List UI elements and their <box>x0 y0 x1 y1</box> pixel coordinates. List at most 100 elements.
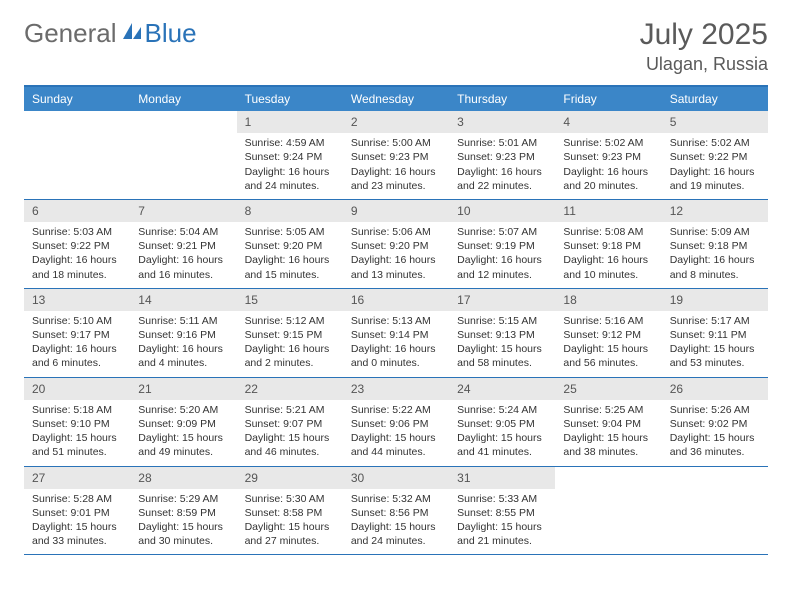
day-number: 30 <box>343 467 449 489</box>
day-content: Sunrise: 5:28 AMSunset: 9:01 PMDaylight:… <box>24 492 130 549</box>
day-number: 26 <box>662 378 768 400</box>
sunset-text: Sunset: 9:21 PM <box>138 239 228 253</box>
day-number-empty <box>24 111 130 133</box>
day-number: 5 <box>662 111 768 133</box>
calendar: SundayMondayTuesdayWednesdayThursdayFrid… <box>24 85 768 555</box>
calendar-day-empty <box>24 111 130 199</box>
sunrise-text: Sunrise: 5:11 AM <box>138 314 228 328</box>
daylight-text: Daylight: 15 hours and 33 minutes. <box>32 520 122 548</box>
sunset-text: Sunset: 8:58 PM <box>245 506 335 520</box>
day-content: Sunrise: 5:04 AMSunset: 9:21 PMDaylight:… <box>130 225 236 282</box>
calendar-day: 24 Sunrise: 5:24 AMSunset: 9:05 PMDayligh… <box>449 378 555 466</box>
day-content: Sunrise: 5:26 AMSunset: 9:02 PMDaylight:… <box>662 403 768 460</box>
daylight-text: Daylight: 16 hours and 2 minutes. <box>245 342 335 370</box>
daylight-text: Daylight: 16 hours and 23 minutes. <box>351 165 441 193</box>
logo-text-blue: Blue <box>145 18 197 49</box>
day-content: Sunrise: 5:33 AMSunset: 8:55 PMDaylight:… <box>449 492 555 549</box>
sunset-text: Sunset: 9:01 PM <box>32 506 122 520</box>
calendar-day: 27 Sunrise: 5:28 AMSunset: 9:01 PMDayligh… <box>24 467 130 555</box>
daylight-text: Daylight: 15 hours and 51 minutes. <box>32 431 122 459</box>
day-content: Sunrise: 5:06 AMSunset: 9:20 PMDaylight:… <box>343 225 449 282</box>
daylight-text: Daylight: 15 hours and 46 minutes. <box>245 431 335 459</box>
sunset-text: Sunset: 9:04 PM <box>563 417 653 431</box>
weekday-header: Tuesday <box>237 87 343 111</box>
calendar-day: 9Sunrise: 5:06 AMSunset: 9:20 PMDaylight… <box>343 200 449 288</box>
calendar-day-empty <box>662 467 768 555</box>
day-content: Sunrise: 5:20 AMSunset: 9:09 PMDaylight:… <box>130 403 236 460</box>
daylight-text: Daylight: 16 hours and 19 minutes. <box>670 165 760 193</box>
day-content: Sunrise: 5:18 AMSunset: 9:10 PMDaylight:… <box>24 403 130 460</box>
sunrise-text: Sunrise: 5:02 AM <box>670 136 760 150</box>
day-number: 27 <box>24 467 130 489</box>
weekday-header-row: SundayMondayTuesdayWednesdayThursdayFrid… <box>24 87 768 111</box>
day-number: 16 <box>343 289 449 311</box>
sunrise-text: Sunrise: 5:16 AM <box>563 314 653 328</box>
sunrise-text: Sunrise: 5:07 AM <box>457 225 547 239</box>
day-number: 23 <box>343 378 449 400</box>
calendar-day: 18Sunrise: 5:16 AMSunset: 9:12 PMDayligh… <box>555 289 661 377</box>
day-number: 28 <box>130 467 236 489</box>
sunset-text: Sunset: 9:18 PM <box>670 239 760 253</box>
sunset-text: Sunset: 9:19 PM <box>457 239 547 253</box>
day-number: 8 <box>237 200 343 222</box>
calendar-day-empty <box>555 467 661 555</box>
day-content: Sunrise: 5:24 AMSunset: 9:05 PMDaylight:… <box>449 403 555 460</box>
sunset-text: Sunset: 8:55 PM <box>457 506 547 520</box>
day-number-empty <box>555 467 661 489</box>
day-number-empty <box>662 467 768 489</box>
day-number: 13 <box>24 289 130 311</box>
sunrise-text: Sunrise: 5:20 AM <box>138 403 228 417</box>
weekday-header: Sunday <box>24 87 130 111</box>
calendar-day: 17Sunrise: 5:15 AMSunset: 9:13 PMDayligh… <box>449 289 555 377</box>
calendar-day: 11Sunrise: 5:08 AMSunset: 9:18 PMDayligh… <box>555 200 661 288</box>
day-content: Sunrise: 5:10 AMSunset: 9:17 PMDaylight:… <box>24 314 130 371</box>
sunset-text: Sunset: 9:15 PM <box>245 328 335 342</box>
sunrise-text: Sunrise: 5:28 AM <box>32 492 122 506</box>
day-content: Sunrise: 5:05 AMSunset: 9:20 PMDaylight:… <box>237 225 343 282</box>
daylight-text: Daylight: 16 hours and 22 minutes. <box>457 165 547 193</box>
daylight-text: Daylight: 15 hours and 30 minutes. <box>138 520 228 548</box>
day-content: Sunrise: 5:16 AMSunset: 9:12 PMDaylight:… <box>555 314 661 371</box>
page-header: General Blue July 2025 Ulagan, Russia <box>24 18 768 75</box>
sunrise-text: Sunrise: 5:09 AM <box>670 225 760 239</box>
sunset-text: Sunset: 9:18 PM <box>563 239 653 253</box>
sunrise-text: Sunrise: 5:25 AM <box>563 403 653 417</box>
sunset-text: Sunset: 9:10 PM <box>32 417 122 431</box>
sunset-text: Sunset: 9:22 PM <box>32 239 122 253</box>
sunset-text: Sunset: 9:07 PM <box>245 417 335 431</box>
sunrise-text: Sunrise: 5:17 AM <box>670 314 760 328</box>
day-content: Sunrise: 5:00 AMSunset: 9:23 PMDaylight:… <box>343 136 449 193</box>
sunset-text: Sunset: 9:13 PM <box>457 328 547 342</box>
day-number: 19 <box>662 289 768 311</box>
day-number: 24 <box>449 378 555 400</box>
day-number: 2 <box>343 111 449 133</box>
daylight-text: Daylight: 15 hours and 44 minutes. <box>351 431 441 459</box>
logo: General Blue <box>24 18 197 49</box>
calendar-body: 1Sunrise: 4:59 AMSunset: 9:24 PMDaylight… <box>24 111 768 555</box>
day-number: 12 <box>662 200 768 222</box>
calendar-day: 13 Sunrise: 5:10 AMSunset: 9:17 PMDayligh… <box>24 289 130 377</box>
day-number: 21 <box>130 378 236 400</box>
sunrise-text: Sunrise: 5:08 AM <box>563 225 653 239</box>
day-number: 20 <box>24 378 130 400</box>
day-number: 22 <box>237 378 343 400</box>
daylight-text: Daylight: 16 hours and 12 minutes. <box>457 253 547 281</box>
calendar-week-row: 6Sunrise: 5:03 AMSunset: 9:22 PMDaylight… <box>24 200 768 289</box>
calendar-day: 4Sunrise: 5:02 AMSunset: 9:23 PMDaylight… <box>555 111 661 199</box>
daylight-text: Daylight: 16 hours and 0 minutes. <box>351 342 441 370</box>
sunset-text: Sunset: 9:09 PM <box>138 417 228 431</box>
calendar-day: 31Sunrise: 5:33 AMSunset: 8:55 PMDayligh… <box>449 467 555 555</box>
daylight-text: Daylight: 16 hours and 20 minutes. <box>563 165 653 193</box>
daylight-text: Daylight: 15 hours and 56 minutes. <box>563 342 653 370</box>
calendar-week-row: 20Sunrise: 5:18 AMSunset: 9:10 PMDayligh… <box>24 378 768 467</box>
sunrise-text: Sunrise: 5:22 AM <box>351 403 441 417</box>
daylight-text: Daylight: 15 hours and 38 minutes. <box>563 431 653 459</box>
daylight-text: Daylight: 16 hours and 18 minutes. <box>32 253 122 281</box>
day-content: Sunrise: 5:13 AMSunset: 9:14 PMDaylight:… <box>343 314 449 371</box>
sunrise-text: Sunrise: 5:18 AM <box>32 403 122 417</box>
daylight-text: Daylight: 15 hours and 53 minutes. <box>670 342 760 370</box>
sunset-text: Sunset: 9:11 PM <box>670 328 760 342</box>
day-number: 7 <box>130 200 236 222</box>
sunset-text: Sunset: 9:22 PM <box>670 150 760 164</box>
calendar-day: 16 Sunrise: 5:13 AMSunset: 9:14 PMDayligh… <box>343 289 449 377</box>
